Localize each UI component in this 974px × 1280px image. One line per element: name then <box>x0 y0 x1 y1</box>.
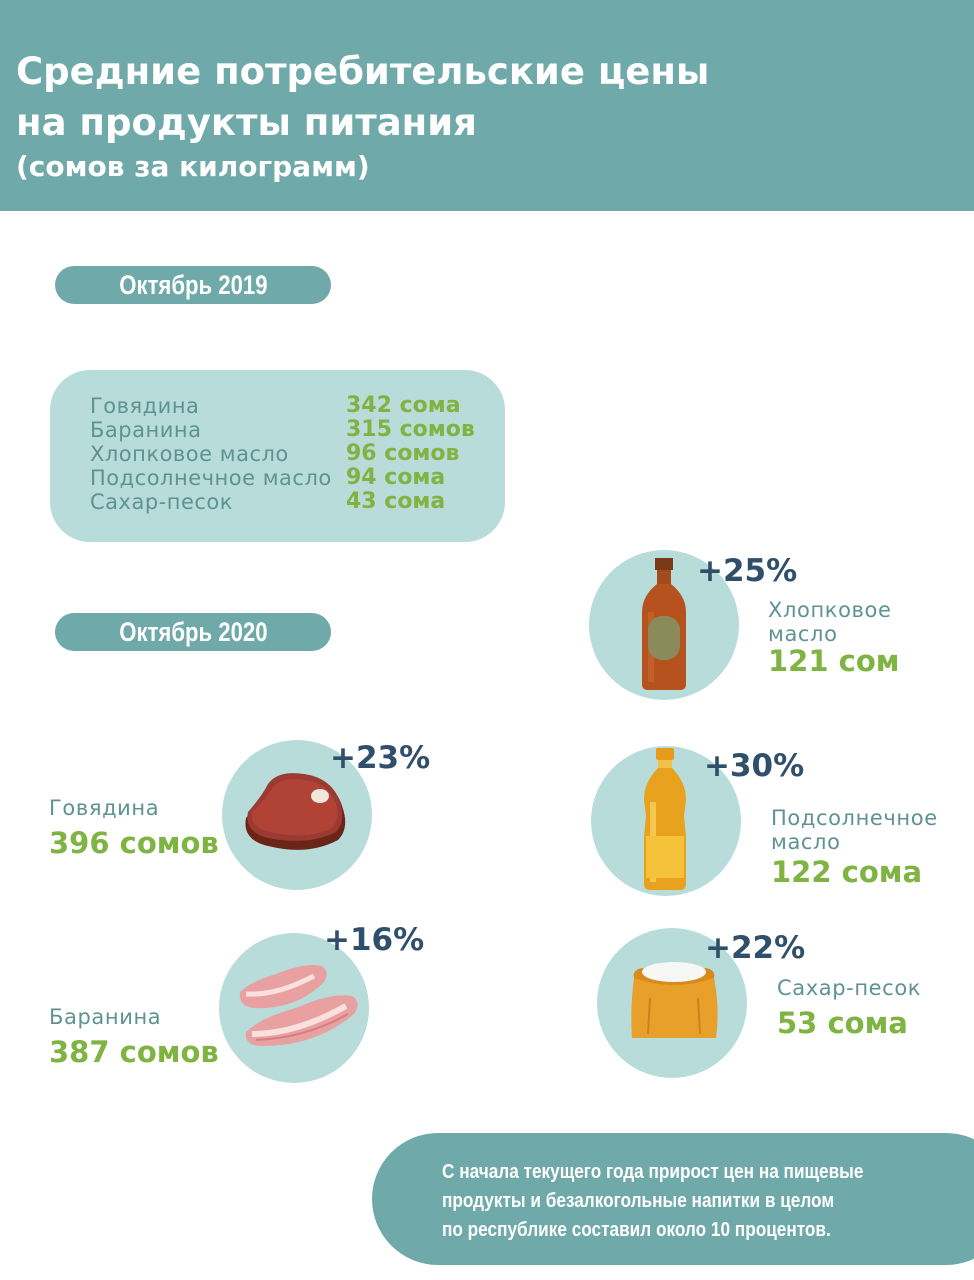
note-banner <box>372 1133 974 1265</box>
beef-price: 396 сомов <box>49 826 219 860</box>
steak-icon <box>245 773 346 850</box>
sunflower-oil-price: 122 сома <box>771 855 923 889</box>
note-line2: продукты и безалкогольные напитки в цело… <box>442 1190 835 1212</box>
sugar-sack-icon <box>631 962 718 1038</box>
sunflower-oil-bottle-icon <box>644 748 686 890</box>
mutton-name: Баранина <box>49 1005 162 1029</box>
sunflower-oil-name-line2: масло <box>771 830 841 854</box>
prices-2019-box: Говядина 342 сома Баранина 315 сомов Хло… <box>50 370 505 542</box>
cotton-oil-name-line1: Хлопковое <box>768 598 892 622</box>
mutton-price: 387 сомов <box>49 1035 219 1069</box>
cotton-oil-change: +25% <box>697 553 798 589</box>
product-price: 94 сома <box>346 465 446 490</box>
product-price: 43 сома <box>346 489 446 514</box>
product-name: Сахар-песок <box>90 490 233 514</box>
meat-slices-icon <box>239 965 358 1046</box>
page-title-line2: на продукты питания <box>16 101 477 144</box>
product-price: 96 сомов <box>346 441 460 466</box>
sunflower-oil-change: +30% <box>704 748 805 784</box>
sugar-name: Сахар-песок <box>777 976 922 1000</box>
product-name: Подсолнечное масло <box>90 466 332 490</box>
note-line3: по республике составил около 10 проценто… <box>442 1219 831 1241</box>
mutton-change: +16% <box>324 922 425 958</box>
note-text: С начала текущего года прирост цен на пи… <box>442 1158 974 1245</box>
sugar-change: +22% <box>705 930 806 966</box>
page-title-line1: Средние потребительские цены <box>16 50 710 93</box>
product-price: 315 сомов <box>346 417 475 442</box>
product-name: Хлопковое масло <box>90 442 289 466</box>
beef-change: +23% <box>330 740 431 776</box>
page-subtitle: (сомов за килограмм) <box>16 150 370 183</box>
product-name: Баранина <box>90 418 202 442</box>
period-label-2019: Октябрь 2019 <box>55 266 331 304</box>
beef-name: Говядина <box>49 796 160 820</box>
dark-oil-bottle-icon <box>642 558 686 690</box>
note-line1: С начала текущего года прирост цен на пи… <box>442 1161 864 1183</box>
cotton-oil-price: 121 сом <box>768 644 900 678</box>
sunflower-oil-name-line1: Подсолнечное <box>771 806 938 830</box>
period-label-2020: Октябрь 2020 <box>55 613 331 651</box>
product-price: 342 сома <box>346 393 461 418</box>
product-name: Говядина <box>90 394 200 418</box>
cotton-oil-name-line2: масло <box>768 622 838 646</box>
header-banner <box>0 0 974 211</box>
sugar-price: 53 сома <box>777 1006 908 1040</box>
